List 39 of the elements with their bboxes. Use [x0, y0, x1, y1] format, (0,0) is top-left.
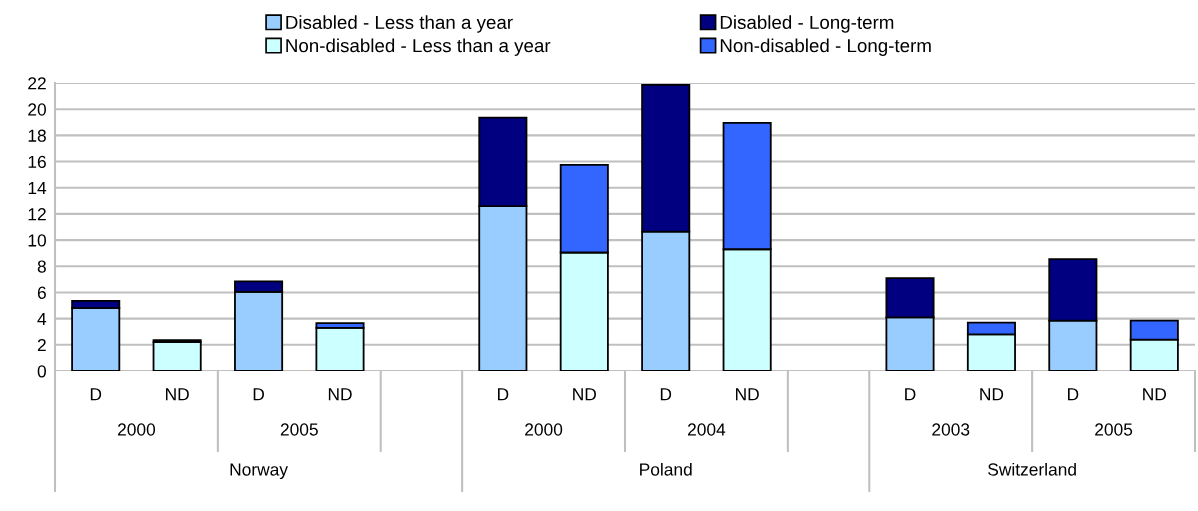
- text: Switzerland: [988, 462, 1076, 476]
- text: 2005: [1095, 423, 1133, 436]
- y-tick-label: 0: [37, 365, 46, 378]
- y-tick-label: 12: [28, 208, 46, 221]
- text: Poland: [640, 462, 692, 476]
- y-tick-label: 6: [37, 286, 46, 299]
- legend-label: Disabled - Long-term: [720, 15, 894, 33]
- text: 2000: [117, 423, 156, 436]
- bar: [152, 341, 202, 371]
- x-tick-label: D: [905, 388, 916, 401]
- bar: [315, 326, 365, 371]
- text: 2000: [525, 423, 563, 436]
- legend-label: Disabled - Less than a year: [286, 15, 513, 33]
- x-tick-label: D: [1068, 388, 1079, 401]
- x-tick-label: ND: [328, 388, 352, 401]
- text: 2004: [687, 423, 726, 436]
- y-tick-label: 22: [28, 77, 46, 90]
- text: 2005: [280, 423, 318, 436]
- x-tick-label: D: [660, 388, 672, 401]
- x-tick-label: D: [253, 388, 265, 401]
- x-tick-label: D: [90, 388, 102, 401]
- legend-label: Non-disabled - Long-term: [720, 38, 931, 56]
- text: Norway: [230, 463, 288, 480]
- x-tick-label: ND: [1143, 388, 1166, 401]
- x-tick-label: ND: [166, 388, 189, 401]
- x-tick-label: ND: [980, 388, 1004, 401]
- y-tick-label: 18: [28, 129, 46, 142]
- y-tick-label: 2: [37, 338, 46, 352]
- text: 2003: [932, 423, 970, 436]
- y-tick-label: 14: [28, 182, 47, 195]
- y-tick-label: 4: [37, 312, 47, 325]
- y-tick-label: 20: [28, 103, 46, 116]
- y-tick-label: 10: [28, 234, 46, 247]
- x-tick-label: ND: [573, 388, 596, 401]
- y-tick-label: 16: [28, 155, 46, 169]
- x-tick-label: ND: [736, 388, 759, 401]
- legend-label: Non-disabled - Less than a year: [286, 38, 551, 56]
- y-tick-label: 8: [37, 260, 46, 273]
- x-tick-label: D: [498, 388, 509, 401]
